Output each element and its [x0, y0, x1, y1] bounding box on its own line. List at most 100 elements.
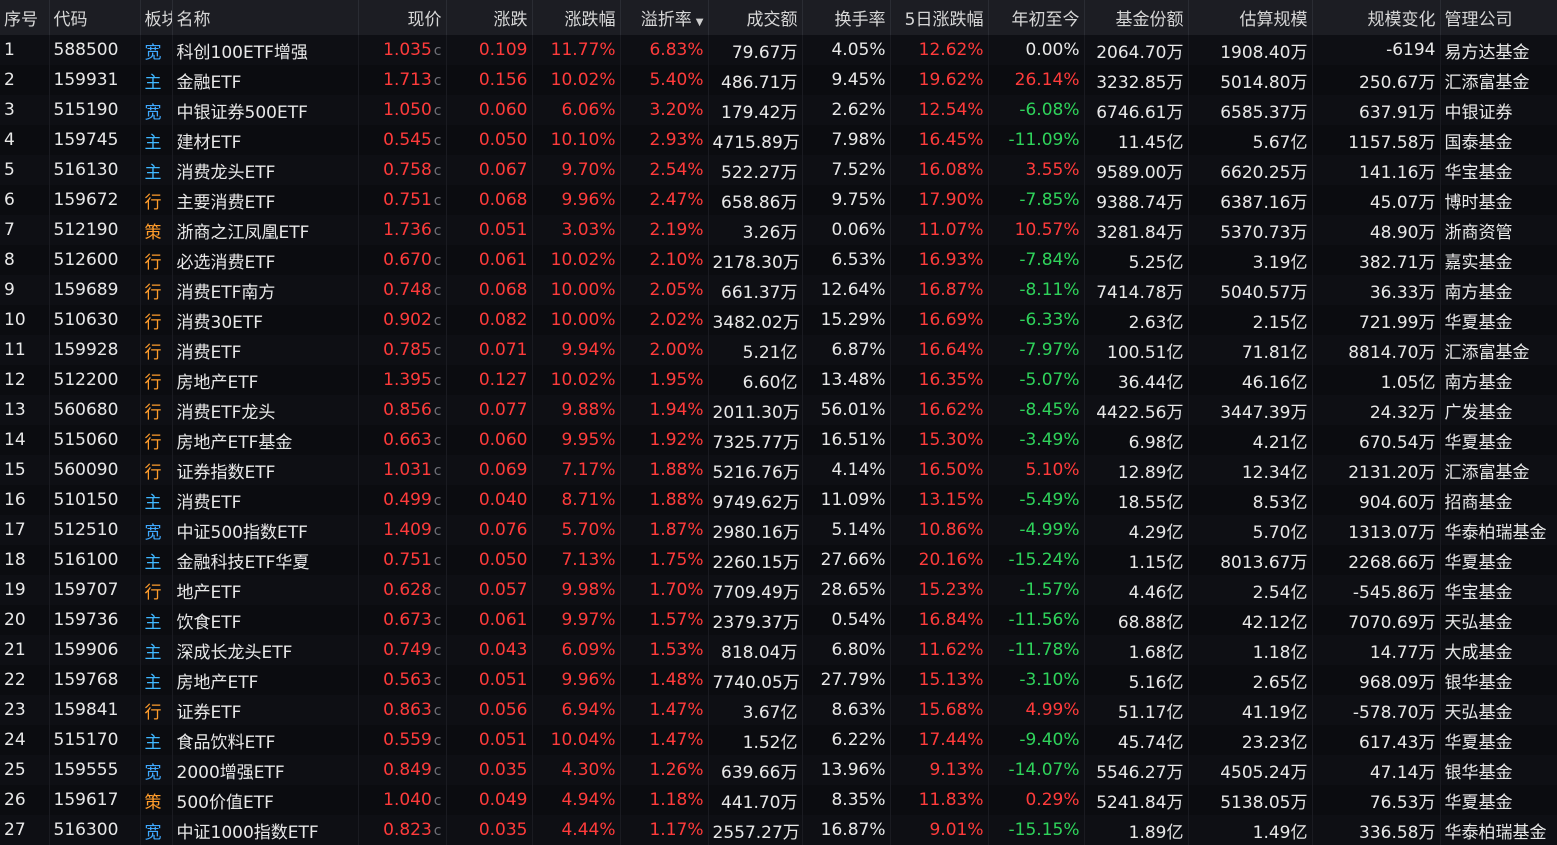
trade-volume: 2260.15万 [708, 545, 803, 575]
price-change: 0.061 [446, 605, 533, 635]
price-change-text: 0.051 [478, 670, 528, 690]
price-change-text: 0.035 [478, 760, 528, 780]
manager-company: 华夏基金 [1440, 785, 1557, 815]
column-header-premium[interactable]: 溢折率 ▼ [620, 0, 709, 35]
fund-code-text: 159672 [53, 190, 119, 210]
turnover-rate: 8.63% [802, 695, 891, 725]
table-row[interactable]: 16 510150 主消费ETF 0.499 c 0.040 8.71% 1.88% 9749.… [0, 485, 1557, 515]
table-row[interactable]: 20 159736 主饮食ETF 0.673 c 0.061 9.97% 1.57% 2379.… [0, 605, 1557, 635]
premium-rate-text: 5.40% [649, 70, 704, 90]
row-index: 6 [0, 185, 50, 215]
turnover-rate-text: 8.35% [831, 790, 886, 810]
table-row[interactable]: 9 159689 行消费ETF南方 0.748 c 0.068 10.00% 2.05% 661… [0, 275, 1557, 305]
turnover-rate-text: 4.14% [831, 460, 886, 480]
table-row[interactable]: 15 560090 行证券指数ETF 1.031 c 0.069 7.17% 1.88% 521… [0, 455, 1557, 485]
table-row[interactable]: 22 159768 主房地产ETF 0.563 c 0.051 9.96% 1.48% 7740… [0, 665, 1557, 695]
table-row[interactable]: 25 159555 宽 2000增强ETF 0.849 c 0.035 4.30% 1.26% 6… [0, 755, 1557, 785]
price-change: 0.076 [446, 515, 533, 545]
column-header-name[interactable]: 名称 [172, 0, 359, 35]
fund-shares-text: 6746.61万 [1096, 102, 1184, 123]
table-row[interactable]: 7 512190 策浙商之江凤凰ETF 1.736 c 0.051 3.03% 2.19% 3.… [0, 215, 1557, 245]
fund-name-text: 500价值ETF [176, 792, 274, 813]
turnover-rate-text: 8.63% [831, 700, 886, 720]
price-change-text: 0.056 [478, 700, 528, 720]
table-row[interactable]: 13 560680 行消费ETF龙头 0.856 c 0.077 9.88% 1.94% 201… [0, 395, 1557, 425]
row-index: 17 [0, 515, 50, 545]
ytd-change-text: -15.15% [1008, 820, 1080, 840]
five-day-change: 9.01% [890, 815, 989, 845]
column-header-volume[interactable]: 成交额 [708, 0, 803, 35]
table-row[interactable]: 26 159617 策 500价值ETF 1.040 c 0.049 4.94% 1.18% 44… [0, 785, 1557, 815]
fund-code-text: 159768 [53, 670, 119, 690]
sector-tag-text: 主 [144, 642, 162, 663]
column-header-idx[interactable]: 序号 [0, 0, 50, 35]
column-header-price[interactable]: 现价 [358, 0, 447, 35]
table-row[interactable]: 19 159707 行地产ETF 0.628 c 0.057 9.98% 1.70% 7709.… [0, 575, 1557, 605]
table-row[interactable]: 18 516100 主金融科技ETF华夏 0.751 c 0.050 7.13% 1.75% 2… [0, 545, 1557, 575]
fund-code: 512200 [49, 365, 141, 395]
price-suffix: c [433, 103, 442, 119]
change-percent-text: 9.97% [561, 610, 616, 630]
turnover-rate-text: 6.53% [831, 250, 886, 270]
fund-shares-text: 2.63亿 [1128, 312, 1184, 333]
five-day-change: 9.13% [890, 755, 989, 785]
table-row[interactable]: 12 512200 行房地产ETF 1.395 c 0.127 10.02% 1.95% 6.6… [0, 365, 1557, 395]
turnover-rate-text: 0.06% [831, 220, 886, 240]
fund-name-text: 2000增强ETF [176, 762, 285, 783]
fund-code: 159617 [49, 785, 141, 815]
table-row[interactable]: 27 516300 宽中证1000指数ETF 0.823 c 0.035 4.44% 1.17… [0, 815, 1557, 845]
table-row[interactable]: 4 159745 主建材ETF 0.545 c 0.050 10.10% 2.93% 4715.… [0, 125, 1557, 155]
ytd-change-text: -5.07% [1019, 370, 1080, 390]
column-header-pct5[interactable]: 5日涨跌幅 [890, 0, 989, 35]
column-header-code[interactable]: 代码 [49, 0, 141, 35]
trade-volume-text: 4715.89万 [712, 132, 800, 153]
table-row[interactable]: 6 159672 行主要消费ETF 0.751 c 0.068 9.96% 2.47% 658.… [0, 185, 1557, 215]
table-row[interactable]: 21 159906 主深成长龙头ETF 0.749 c 0.043 6.09% 1.53% 81… [0, 635, 1557, 665]
column-header-manager[interactable]: 管理公司 [1440, 0, 1557, 35]
table-row[interactable]: 3 515190 宽中银证券500ETF 1.050 c 0.060 6.06% 3.20% 1… [0, 95, 1557, 125]
column-header-turnover[interactable]: 换手率 [802, 0, 891, 35]
column-header-scale[interactable]: 估算规模 [1188, 0, 1313, 35]
scale-change: 637.91万 [1312, 95, 1441, 125]
trade-volume: 2178.30万 [708, 245, 803, 275]
estimated-scale: 5370.73万 [1188, 215, 1313, 245]
fund-name-text: 浙商之江凤凰ETF [176, 222, 310, 243]
fund-name-text: 证券ETF [176, 702, 242, 723]
current-price: 1.040 c [358, 785, 447, 815]
change-percent-text: 11.77% [550, 40, 616, 60]
table-row[interactable]: 5 516130 主消费龙头ETF 0.758 c 0.067 9.70% 2.54% 522.… [0, 155, 1557, 185]
table-row[interactable]: 17 512510 宽中证500指数ETF 1.409 c 0.076 5.70% 1.87%… [0, 515, 1557, 545]
table-row[interactable]: 24 515170 主食品饮料ETF 0.559 c 0.051 10.04% 1.47% 1.… [0, 725, 1557, 755]
ytd-change-text: -6.33% [1019, 310, 1080, 330]
fund-code: 512510 [49, 515, 141, 545]
ytd-change: -5.49% [988, 485, 1085, 515]
column-header-shares[interactable]: 基金份额 [1084, 0, 1189, 35]
table-row[interactable]: 14 515060 行房地产ETF基金 0.663 c 0.060 9.95% 1.92% 73… [0, 425, 1557, 455]
trade-volume: 3.67亿 [708, 695, 803, 725]
trade-volume: 79.67万 [708, 35, 803, 65]
table-row[interactable]: 11 159928 行消费ETF 0.785 c 0.071 9.94% 2.00% 5.21亿… [0, 335, 1557, 365]
table-row[interactable]: 2 159931 主金融ETF 1.713 c 0.156 10.02% 5.40% 486.7… [0, 65, 1557, 95]
scale-change-text: 8814.70万 [1348, 342, 1436, 363]
table-row[interactable]: 10 510630 行消费30ETF 0.902 c 0.082 10.00% 2.02% 34… [0, 305, 1557, 335]
ytd-change-text: -8.45% [1019, 400, 1080, 420]
trade-volume-text: 5.21亿 [742, 342, 798, 363]
column-header-sector[interactable]: 板块 [140, 0, 173, 35]
column-header-ytd[interactable]: 年初至今 [988, 0, 1085, 35]
fund-code: 560090 [49, 455, 141, 485]
trade-volume-text: 2011.30万 [712, 402, 800, 423]
manager-company-text: 华夏基金 [1444, 732, 1513, 753]
column-header-pct[interactable]: 涨跌幅 [532, 0, 621, 35]
fund-shares: 11.45亿 [1084, 125, 1189, 155]
table-row[interactable]: 1 588500 宽科创100ETF增强 1.035 c 0.109 11.77% 6.83%… [0, 35, 1557, 65]
trade-volume-text: 2178.30万 [712, 252, 800, 273]
table-row[interactable]: 23 159841 行证券ETF 0.863 c 0.056 6.94% 1.47% 3.67亿… [0, 695, 1557, 725]
column-header-scale-change[interactable]: 规模变化 [1312, 0, 1441, 35]
column-header-change[interactable]: 涨跌 [446, 0, 533, 35]
price-change: 0.067 [446, 155, 533, 185]
current-price: 0.749 c [358, 635, 447, 665]
sector-tag: 行 [140, 305, 173, 335]
table-row[interactable]: 8 512600 行必选消费ETF 0.670 c 0.061 10.02% 2.10% 217… [0, 245, 1557, 275]
change-percent: 7.17% [532, 455, 621, 485]
sector-tag-text: 行 [144, 462, 162, 483]
